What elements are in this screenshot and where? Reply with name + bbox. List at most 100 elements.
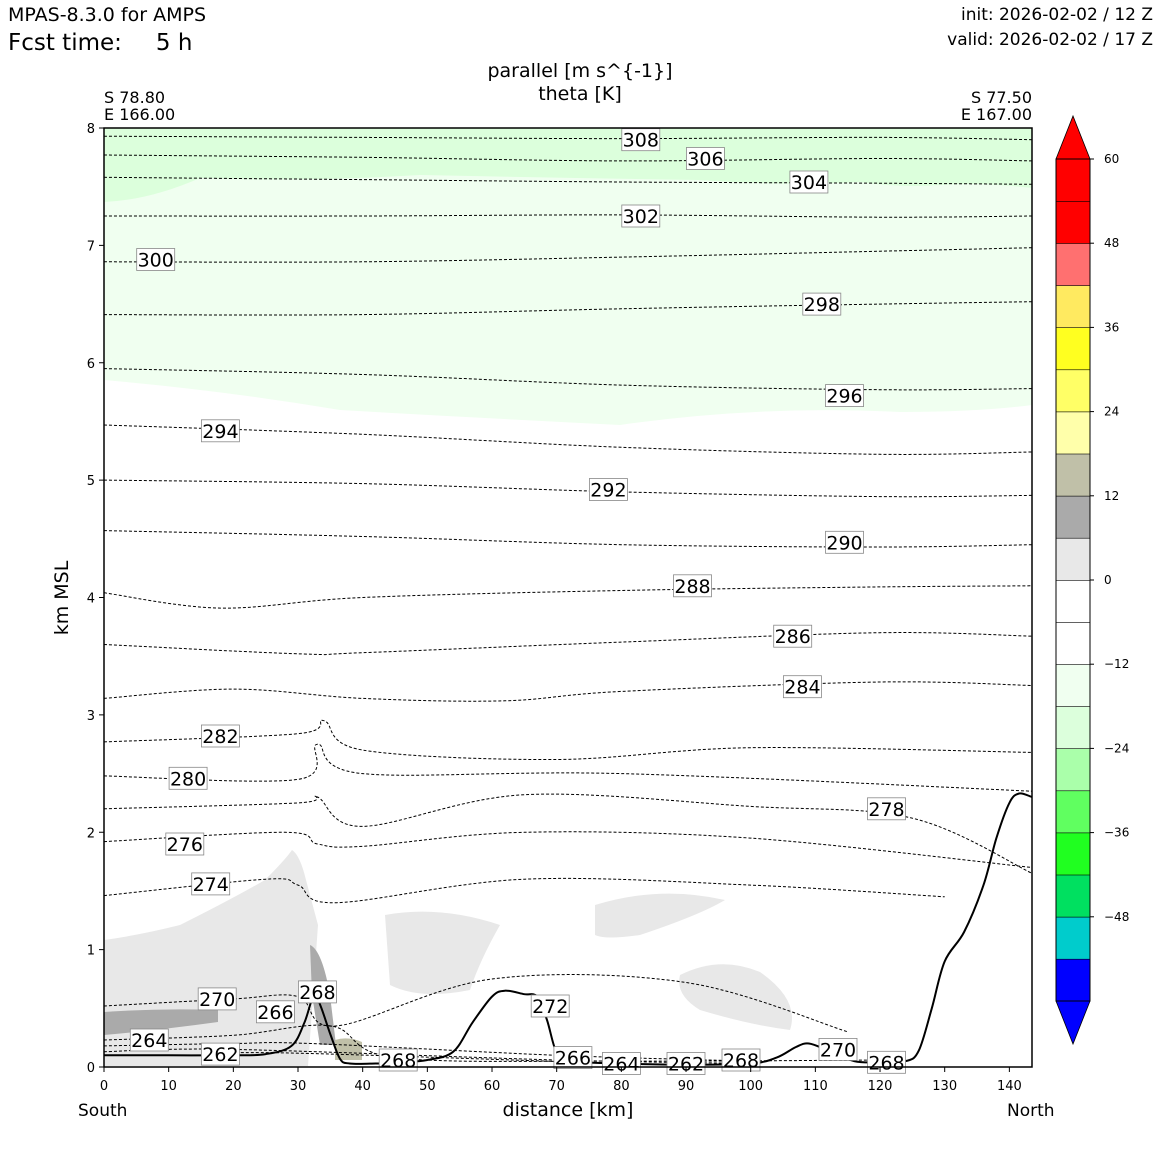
contour-label-300: 300 xyxy=(136,248,176,272)
wind-shade-gray-east1 xyxy=(595,893,725,938)
contour-label-304: 304 xyxy=(789,170,829,194)
contour-label-268: 268 xyxy=(867,1050,906,1074)
colorbar-tick-label: 24 xyxy=(1104,405,1119,419)
contour-label-298: 298 xyxy=(802,292,842,316)
contour-label-box xyxy=(165,832,205,856)
x-tick-label: 110 xyxy=(803,1079,828,1094)
colorbar-segment xyxy=(1055,327,1091,371)
contour-label-text: 276 xyxy=(167,834,203,856)
wind-shading xyxy=(104,128,1032,1066)
x-tick-label: 20 xyxy=(225,1079,242,1094)
theta-line-278 xyxy=(104,793,1032,874)
y-tick-label: 4 xyxy=(87,592,95,607)
contour-label-268: 268 xyxy=(378,1048,418,1072)
contour-label-270: 270 xyxy=(818,1038,858,1061)
contour-label-272: 272 xyxy=(530,994,570,1018)
colorbar-segment xyxy=(1055,158,1091,202)
colorbar-segment xyxy=(1055,832,1091,876)
contour-label-box xyxy=(867,797,906,821)
contour-label-text: 296 xyxy=(826,386,862,408)
theta-line-302 xyxy=(104,214,1032,218)
contour-label-box xyxy=(297,980,337,1004)
contour-label-box xyxy=(673,574,712,598)
contour-label-box xyxy=(136,248,176,271)
contour-label-text: 292 xyxy=(590,480,626,502)
colorbar-tick-label: 36 xyxy=(1104,320,1119,334)
contour-label-text: 278 xyxy=(868,799,904,821)
y-tick-label: 7 xyxy=(87,239,95,254)
x-tick-label: 90 xyxy=(678,1079,695,1094)
contour-label-box xyxy=(200,724,240,748)
contour-label-270: 270 xyxy=(197,987,237,1011)
y-tick-label: 1 xyxy=(87,944,95,959)
colorbar-tick-label: −12 xyxy=(1104,657,1129,671)
colorbar-segment xyxy=(1055,663,1091,707)
theta-line-270 xyxy=(104,974,848,1033)
contour-label-box xyxy=(200,1042,240,1066)
contour-label-box xyxy=(825,384,864,408)
colorbar-segment xyxy=(1055,916,1091,960)
x-tick-label: 40 xyxy=(354,1079,371,1094)
contour-label-262: 262 xyxy=(200,1042,240,1066)
south-label: South xyxy=(78,1101,128,1121)
theta-line-280 xyxy=(104,743,1032,792)
contour-label-box xyxy=(818,1038,858,1061)
contour-label-box xyxy=(255,1000,295,1024)
contour-label-264: 264 xyxy=(602,1052,641,1076)
theta-line-298 xyxy=(104,301,1032,316)
colorbar-segment xyxy=(1055,200,1091,244)
y-tick-label: 8 xyxy=(87,122,95,137)
x-tick-label: 0 xyxy=(100,1079,108,1094)
x-tick-label: 10 xyxy=(160,1079,177,1094)
contour-label-text: 266 xyxy=(257,1002,293,1024)
colorbar-tick-label: 60 xyxy=(1104,152,1119,166)
contour-label-text: 308 xyxy=(623,130,659,152)
x-tick-label: 140 xyxy=(997,1079,1022,1094)
contour-label-box xyxy=(789,170,829,194)
contour-label-box xyxy=(553,1046,593,1069)
contour-label-290: 290 xyxy=(825,530,864,554)
colorbar: 60 48 36 24 12 0 −12 −24 −36 −48 xyxy=(1055,114,1129,1046)
wind-shade-gray-east2 xyxy=(679,964,792,1030)
colorbar-extend-max xyxy=(1055,114,1091,160)
colorbar-segment xyxy=(1055,537,1091,581)
colorbar-segment xyxy=(1055,748,1091,792)
colorbar-segment xyxy=(1055,579,1091,623)
colorbar-segment xyxy=(1055,705,1091,749)
contour-label-box xyxy=(721,1048,761,1072)
contour-label-text: 272 xyxy=(532,996,568,1018)
contour-label-text: 280 xyxy=(170,768,206,790)
contour-label-278: 278 xyxy=(867,797,906,821)
contour-label-294: 294 xyxy=(200,419,240,443)
colorbar-segment xyxy=(1055,242,1091,286)
x-tick-label: 30 xyxy=(290,1079,307,1094)
contour-label-box xyxy=(168,766,208,790)
theta-line-284 xyxy=(104,681,1032,702)
contour-label-text: 268 xyxy=(723,1050,759,1072)
y-tick-label: 6 xyxy=(87,357,95,372)
contour-label-box xyxy=(197,987,237,1011)
forecast-time-label: Fcst time: xyxy=(8,30,122,56)
contour-label-274: 274 xyxy=(191,872,231,896)
contour-label-text: 262 xyxy=(202,1044,238,1066)
left-endpoint-lat: S 78.80 xyxy=(104,88,166,107)
theta-line-282 xyxy=(104,719,1032,761)
y-tick-label: 0 xyxy=(87,1061,95,1076)
contour-label-box xyxy=(686,147,725,170)
colorbar-segment xyxy=(1055,958,1091,1002)
contour-label-box xyxy=(200,419,240,443)
contour-label-276: 276 xyxy=(165,832,205,856)
x-tick-label: 50 xyxy=(419,1079,436,1094)
contour-label-306: 306 xyxy=(686,147,725,171)
colorbar-tick-label: −24 xyxy=(1104,741,1129,755)
plot-title-line2: theta [K] xyxy=(538,83,622,105)
north-label: North xyxy=(1007,1101,1055,1121)
contour-label-box xyxy=(783,675,822,699)
contour-label-text: 268 xyxy=(380,1050,416,1072)
y-tick-label: 2 xyxy=(87,826,95,841)
contour-label-box xyxy=(621,204,661,228)
wind-shade-gray-mid xyxy=(385,911,500,994)
contour-label-262: 262 xyxy=(666,1052,706,1076)
theta-line-306 xyxy=(104,154,1032,162)
